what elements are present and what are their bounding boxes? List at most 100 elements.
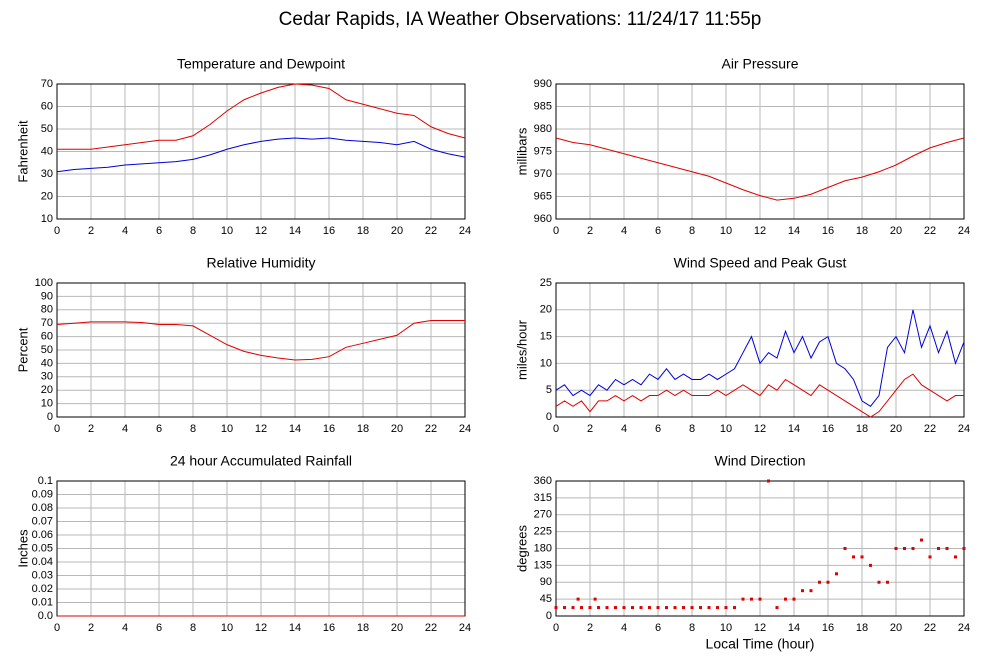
data-point bbox=[877, 580, 881, 584]
y-tick-label: 90 bbox=[41, 290, 53, 302]
x-tick-label: 8 bbox=[190, 225, 196, 237]
data-point bbox=[843, 547, 847, 550]
x-tick-label: 12 bbox=[754, 622, 766, 634]
x-tick-label: 8 bbox=[689, 423, 695, 435]
y-tick-label: 25 bbox=[540, 277, 552, 289]
x-tick-label: 12 bbox=[754, 225, 766, 237]
x-tick-label: 8 bbox=[689, 622, 695, 634]
y-tick-label: 135 bbox=[534, 559, 552, 571]
x-tick-label: 24 bbox=[958, 225, 970, 237]
y-tick-label: 0.05 bbox=[32, 542, 53, 554]
x-tick-label: 20 bbox=[391, 423, 403, 435]
y-tick-label: 960 bbox=[534, 213, 552, 225]
x-tick-label: 6 bbox=[655, 225, 661, 237]
y-axis-label: Percent bbox=[15, 327, 30, 372]
y-tick-label: 90 bbox=[540, 576, 552, 588]
data-point bbox=[835, 572, 838, 576]
x-tick-label: 0 bbox=[553, 423, 559, 435]
x-tick-label: 18 bbox=[357, 423, 369, 435]
data-point bbox=[758, 597, 762, 601]
data-line bbox=[555, 373, 964, 418]
y-tick-label: 20 bbox=[41, 190, 53, 202]
data-point bbox=[563, 606, 566, 610]
data-point bbox=[682, 606, 685, 610]
x-tick-label: 8 bbox=[689, 225, 695, 237]
data-point bbox=[733, 606, 736, 610]
x-tick-label: 16 bbox=[822, 225, 834, 237]
y-tick-label: 80 bbox=[41, 304, 53, 316]
x-tick-label: 24 bbox=[459, 225, 471, 237]
plot-frame bbox=[555, 282, 965, 418]
y-tick-label: 0.03 bbox=[32, 569, 53, 581]
data-point bbox=[622, 606, 626, 610]
x-tick-label: 12 bbox=[255, 622, 267, 634]
x-tick-label: 18 bbox=[357, 622, 369, 634]
x-tick-label: 0 bbox=[54, 622, 60, 634]
x-tick-label: 8 bbox=[190, 622, 196, 634]
data-point bbox=[818, 580, 821, 584]
x-tick-label: 16 bbox=[323, 423, 335, 435]
data-point bbox=[576, 597, 580, 601]
data-point bbox=[631, 606, 634, 610]
y-tick-label: 70 bbox=[41, 317, 53, 329]
data-point bbox=[852, 555, 855, 559]
data-point bbox=[724, 606, 728, 610]
panel-title: Temperature and Dewpoint bbox=[177, 56, 345, 72]
data-point bbox=[775, 606, 779, 610]
x-tick-label: 14 bbox=[788, 423, 800, 435]
data-line bbox=[555, 137, 965, 201]
y-tick-label: 0.02 bbox=[32, 583, 53, 595]
data-point bbox=[869, 563, 872, 567]
panel-title: Wind Speed and Peak Gust bbox=[674, 255, 847, 271]
y-tick-label: 180 bbox=[534, 542, 552, 554]
data-point bbox=[860, 555, 864, 559]
x-tick-label: 12 bbox=[754, 423, 766, 435]
y-tick-label: 10 bbox=[41, 398, 53, 410]
data-point bbox=[784, 597, 787, 601]
x-tick-label: 24 bbox=[459, 423, 471, 435]
x-tick-label: 14 bbox=[289, 423, 301, 435]
x-tick-label: 2 bbox=[88, 225, 94, 237]
data-point bbox=[656, 606, 660, 610]
y-tick-label: 990 bbox=[534, 78, 552, 90]
x-tick-label: 2 bbox=[587, 225, 593, 237]
y-tick-label: 360 bbox=[534, 475, 552, 487]
x-tick-label: 2 bbox=[88, 423, 94, 435]
y-tick-label: 970 bbox=[534, 168, 552, 180]
y-tick-label: 0 bbox=[546, 411, 552, 423]
x-tick-label: 22 bbox=[425, 423, 437, 435]
y-tick-label: 10 bbox=[540, 357, 552, 369]
data-point bbox=[605, 606, 609, 610]
x-tick-label: 14 bbox=[289, 225, 301, 237]
x-tick-label: 4 bbox=[621, 423, 627, 435]
data-point bbox=[809, 589, 813, 593]
y-tick-label: 0.0 bbox=[38, 610, 53, 622]
x-tick-label: 14 bbox=[788, 622, 800, 634]
data-point bbox=[767, 479, 770, 483]
x-tick-label: 10 bbox=[720, 225, 732, 237]
y-tick-label: 70 bbox=[41, 78, 53, 90]
x-tick-label: 24 bbox=[958, 423, 970, 435]
y-axis-label: millibars bbox=[514, 127, 529, 175]
x-tick-label: 12 bbox=[255, 423, 267, 435]
y-tick-label: 20 bbox=[41, 384, 53, 396]
data-point bbox=[741, 597, 745, 601]
x-tick-label: 22 bbox=[924, 423, 936, 435]
y-tick-label: 985 bbox=[534, 100, 552, 112]
x-tick-label: 4 bbox=[621, 622, 627, 634]
data-point bbox=[945, 547, 949, 550]
y-tick-label: 0.01 bbox=[32, 596, 53, 608]
data-line bbox=[555, 309, 965, 407]
x-tick-label: 4 bbox=[122, 225, 128, 237]
data-point bbox=[801, 589, 804, 593]
y-tick-label: 0 bbox=[546, 610, 552, 622]
y-tick-label: 0.07 bbox=[32, 515, 53, 527]
x-tick-label: 20 bbox=[890, 622, 902, 634]
x-tick-label: 6 bbox=[156, 622, 162, 634]
x-tick-label: 22 bbox=[425, 622, 437, 634]
data-point bbox=[954, 555, 957, 559]
y-tick-label: 10 bbox=[41, 213, 53, 225]
x-tick-label: 2 bbox=[587, 423, 593, 435]
y-axis-label: miles/hour bbox=[514, 319, 529, 380]
